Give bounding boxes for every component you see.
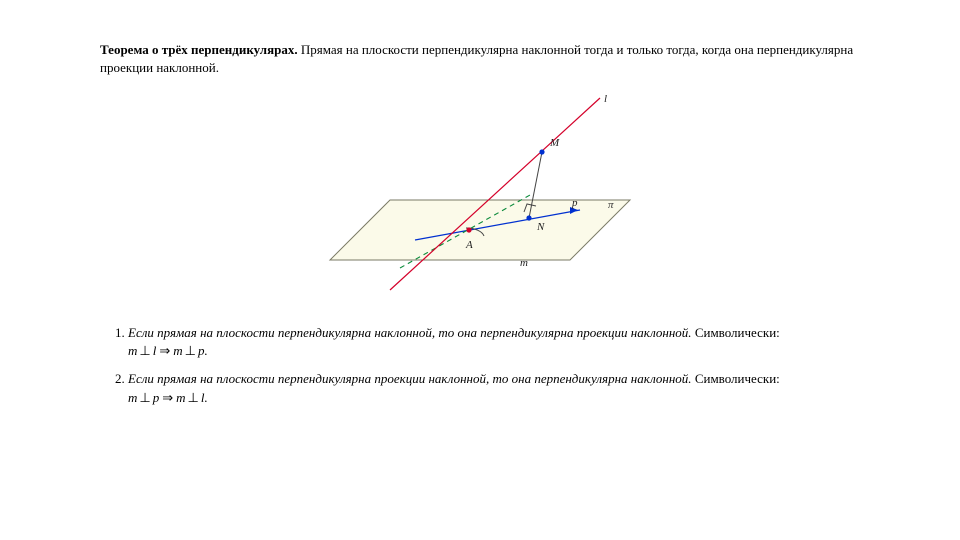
statement-2-plain: Символически:: [692, 371, 780, 386]
svg-text:A: A: [465, 239, 473, 251]
three-perpendiculars-figure: π p m l A M N: [270, 90, 690, 310]
statement-1-plain: Символически:: [692, 325, 780, 340]
statements-list: Если прямая на плоскости перпендикулярна…: [100, 324, 860, 407]
svg-text:l: l: [604, 93, 607, 105]
theorem-paragraph: Теорема о трёх перпендикулярах. Прямая н…: [100, 41, 860, 76]
svg-text:p: p: [571, 197, 578, 209]
statement-1: Если прямая на плоскости перпендикулярна…: [128, 324, 860, 360]
svg-text:m: m: [520, 257, 528, 269]
statement-1-formula: m⊥l⇒m⊥p.: [128, 343, 208, 358]
svg-text:π: π: [608, 199, 614, 211]
figure-container: π p m l A M N: [100, 90, 860, 310]
statement-2: Если прямая на плоскости перпендикулярна…: [128, 370, 860, 406]
statement-1-italic: Если прямая на плоскости перпендикулярна…: [128, 325, 692, 340]
statement-2-italic: Если прямая на плоскости перпендикулярна…: [128, 371, 692, 386]
statement-2-formula: m⊥p⇒m⊥l.: [128, 390, 208, 405]
svg-text:M: M: [549, 137, 560, 149]
theorem-title: Теорема о трёх перпендикулярах.: [100, 42, 298, 57]
svg-text:N: N: [536, 221, 545, 233]
